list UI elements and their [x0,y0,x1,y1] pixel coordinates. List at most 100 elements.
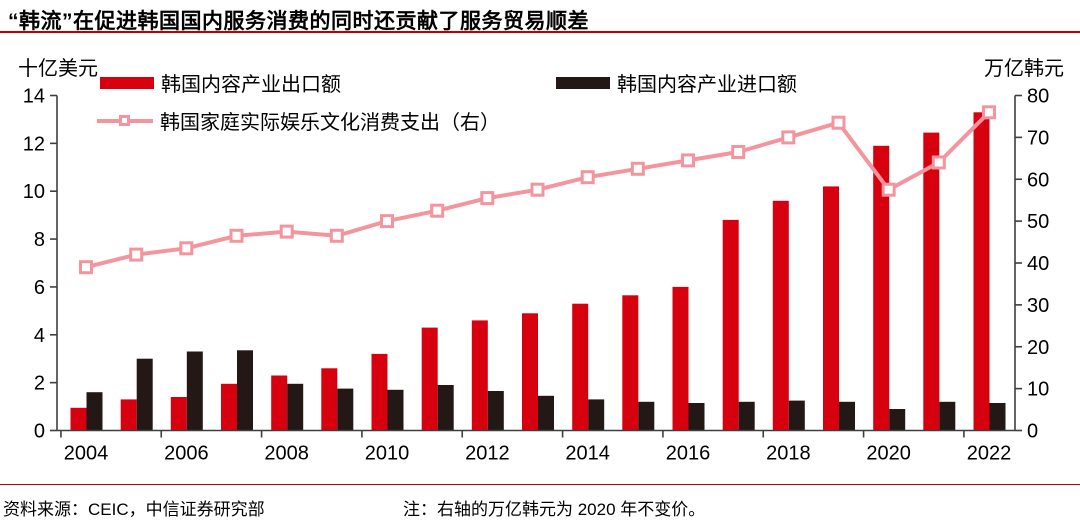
line-marker-2012 [480,191,495,206]
line-marker-2022 [982,105,996,120]
bar-export-2016 [672,286,689,431]
y-axis-left-tick-label: 4 [34,325,45,347]
line-marker-2018 [781,130,796,145]
x-axis-tick-label: 2016 [666,443,711,465]
y-axis-left-tick-label: 8 [34,229,45,251]
legend-item-export: 韩国内容产业出口额 [100,68,341,97]
legend-label-export: 韩国内容产业出口额 [161,74,341,96]
x-axis-tick-label: 2022 [967,443,1012,465]
legend-swatch-export [100,76,154,89]
bar-import-2019 [839,401,855,431]
bar-export-2008 [271,375,288,431]
left-axis-unit-label: 十亿美元 [18,58,98,80]
bar-export-2004 [70,407,87,431]
footer-divider [0,484,1080,486]
y-axis-right-tick-label: 60 [1027,169,1049,191]
y-axis-right-tick-label: 70 [1027,127,1049,149]
line-marker-2008 [279,224,294,239]
legend-swatch-import [556,76,610,89]
y-axis-right-tick-label: 20 [1027,337,1049,359]
bar-import-2017 [738,401,755,431]
legend-label-consumption: 韩国家庭实际娱乐文化消费支出（右） [160,112,500,134]
bar-export-2019 [823,186,839,431]
line-marker-2019 [831,115,846,130]
y-axis-right-tick-label: 40 [1027,253,1049,275]
bar-export-2009 [321,368,338,431]
bar-import-2015 [638,401,655,431]
axis-note: 注：右轴的万亿韩元为 2020 年不变价。 [403,500,706,519]
bar-export-2007 [221,383,237,431]
bar-import-2013 [538,395,554,431]
bar-import-2006 [186,351,203,431]
bar-export-2018 [772,200,789,431]
bar-export-2020 [873,145,890,431]
x-axis-tick-label: 2008 [264,443,309,465]
bar-import-2010 [387,389,404,431]
bar-import-2022 [989,403,1006,431]
legend-item-import: 韩国内容产业进口额 [556,68,797,97]
line-marker-2021 [931,155,946,170]
x-axis-tick-label: 2014 [565,443,610,465]
bar-export-2005 [120,399,137,431]
y-axis-left-tick-label: 14 [23,86,45,108]
bar-export-2013 [522,313,538,431]
y-axis-right-tick-label: 30 [1027,295,1049,317]
line-marker-2010 [380,214,394,229]
line-marker-2020 [881,182,896,197]
bar-import-2014 [588,399,605,431]
y-axis-left-tick-label: 0 [34,421,45,443]
bar-export-2017 [722,219,739,431]
bar-import-2018 [788,400,805,431]
legend-label-import: 韩国内容产业进口额 [617,74,797,96]
legend-item-consumption: 韩国家庭实际娱乐文化消费支出（右） [97,106,500,135]
y-axis-right-tick-label: 0 [1027,421,1038,443]
x-axis-tick-label: 2006 [164,443,209,465]
line-marker-2015 [630,161,645,176]
y-axis-right-tick-label: 10 [1027,379,1049,401]
bar-import-2005 [136,358,153,431]
bar-import-2021 [939,401,956,431]
x-axis-tick-label: 2020 [866,443,911,465]
y-axis-left-tick-label: 12 [23,133,45,155]
right-axis-unit-label: 万亿韩元 [984,58,1064,80]
x-axis-tick-label: 2010 [365,443,410,465]
bar-import-2004 [86,392,103,431]
line-marker-2017 [731,145,746,159]
bar-export-2022 [973,112,990,431]
bar-export-2010 [371,353,388,431]
line-marker-2016 [681,153,695,168]
bar-export-2011 [421,327,438,431]
title-divider [0,31,1080,34]
bar-import-2011 [437,385,454,431]
x-axis-tick-label: 2004 [64,443,109,465]
bar-export-2015 [622,295,639,431]
bar-export-2014 [572,303,589,431]
y-axis-left-tick-label: 6 [34,277,45,299]
y-axis-left-tick-label: 10 [23,181,45,203]
line-marker-2004 [79,260,93,275]
line-marker-2013 [530,182,545,197]
x-axis-tick-label: 2018 [766,443,811,465]
x-axis-tick-label: 2012 [465,443,510,465]
line-marker-2014 [580,170,595,185]
bar-import-2008 [287,383,304,431]
bar-export-2012 [471,320,488,431]
bar-import-2007 [237,350,253,431]
bar-export-2021 [923,132,940,431]
bar-import-2020 [889,409,906,431]
y-axis-right-tick-label: 50 [1027,211,1049,233]
line-marker-2005 [129,247,144,262]
bar-import-2009 [337,388,354,431]
legend-swatch-consumption-line [97,115,153,127]
line-marker-2007 [229,228,244,243]
y-axis-left-tick-label: 2 [34,373,45,395]
line-marker-2006 [179,241,194,256]
bar-import-2012 [487,391,504,431]
bar-export-2006 [170,397,187,431]
bar-import-2016 [688,403,705,431]
y-axis-right-tick-label: 80 [1027,86,1049,108]
line-marker-2011 [430,203,445,218]
page-title: “韩流”在促进韩国国内服务消费的同时还贡献了服务贸易顺差 [8,10,589,33]
